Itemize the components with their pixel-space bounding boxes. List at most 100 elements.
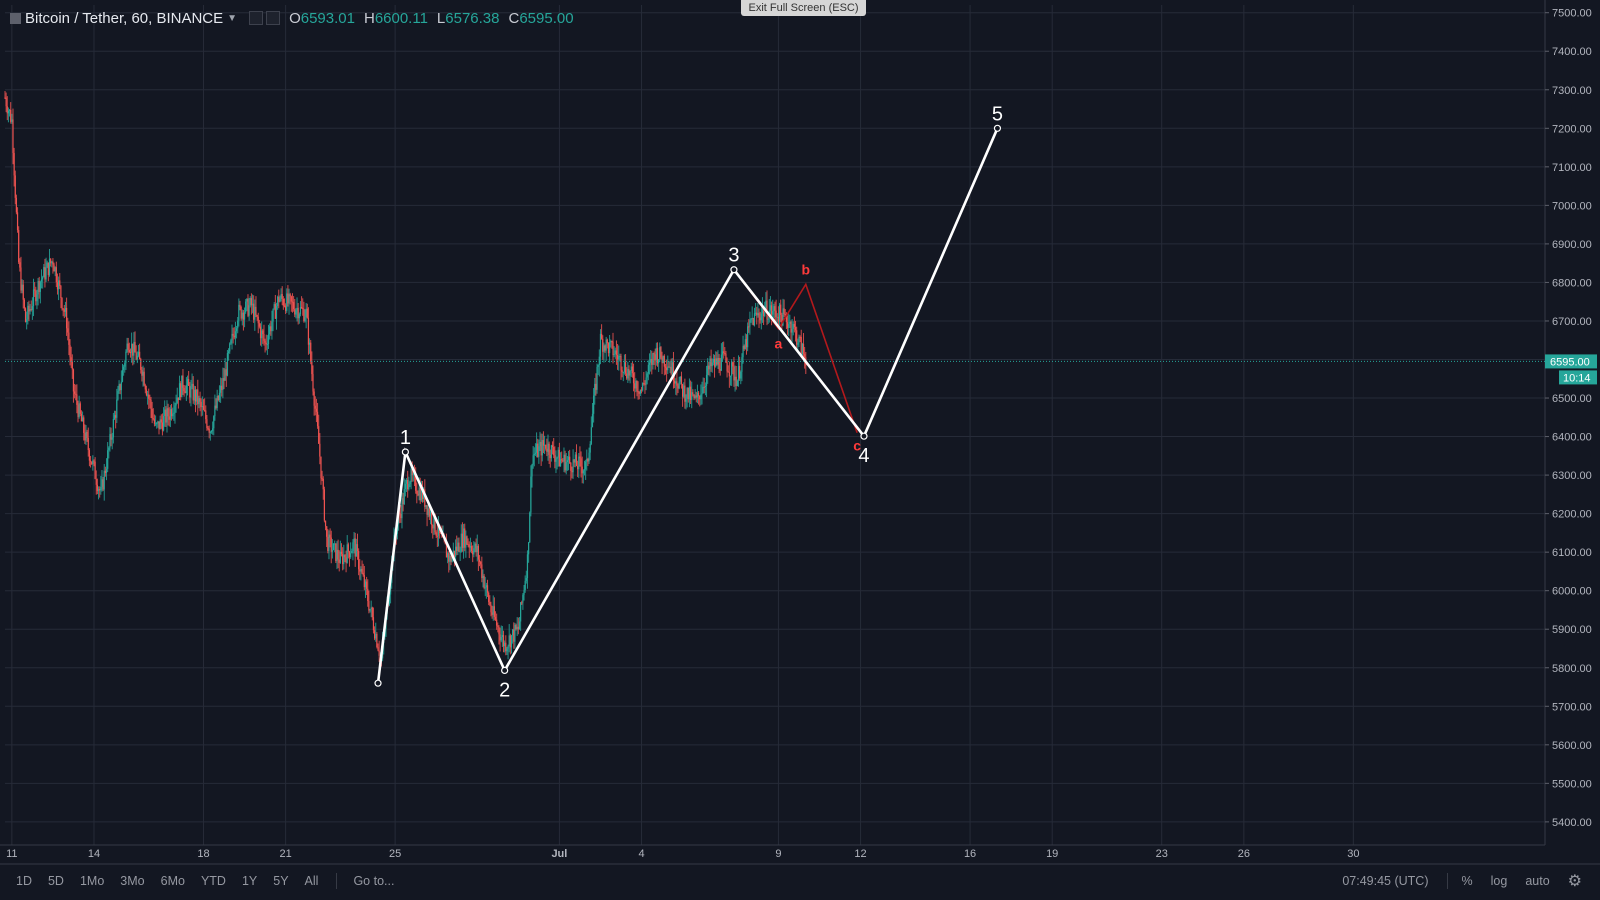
candle-body (457, 542, 459, 552)
candle-body (668, 366, 670, 368)
candle-body (415, 474, 417, 491)
candle-body (557, 449, 559, 458)
percent-toggle[interactable]: % (1461, 874, 1473, 888)
range-6mo[interactable]: 6Mo (160, 874, 185, 888)
range-all[interactable]: All (304, 874, 319, 888)
candle-body (555, 458, 557, 462)
candle-body (202, 406, 205, 410)
chevron-down-icon[interactable]: ▼ (227, 12, 238, 24)
range-1d[interactable]: 1D (16, 874, 32, 888)
candle-body (6, 106, 8, 114)
candle-body (472, 551, 474, 555)
candle-body (797, 343, 799, 345)
candle-body (103, 470, 105, 490)
candle-body (69, 344, 71, 358)
candle-body (565, 462, 567, 471)
candle-body (624, 362, 627, 374)
candle-body (50, 258, 52, 264)
candle-body (627, 368, 629, 379)
candle-body (388, 594, 391, 605)
goto-button[interactable]: Go to... (353, 874, 395, 888)
compare-icon[interactable] (249, 11, 264, 25)
close-value: 6595.00 (519, 9, 574, 27)
candle-body (715, 358, 717, 367)
range-5y[interactable]: 5Y (273, 874, 289, 888)
candle-body (478, 559, 481, 562)
candle-body (220, 385, 222, 393)
candle-body (513, 629, 515, 642)
candle-body (257, 316, 259, 324)
clock-time[interactable]: 07:49:45 (UTC) (1342, 874, 1429, 888)
candle-body (749, 320, 751, 327)
candle-body (80, 413, 83, 422)
candle-body (542, 440, 545, 446)
candle-body (261, 330, 263, 339)
range-5d[interactable]: 5D (47, 874, 64, 888)
candle-body (93, 460, 95, 462)
candle-body (182, 375, 184, 388)
candle-body (24, 308, 27, 322)
candle-body (30, 309, 32, 311)
wave-anchor-point (730, 266, 738, 274)
candle-body (256, 314, 258, 317)
candle-body (96, 484, 98, 491)
candle-body (703, 386, 705, 388)
candle-body (549, 454, 551, 459)
candle-body (556, 457, 558, 459)
log-toggle[interactable]: log (1490, 874, 1508, 888)
candle-body (619, 355, 621, 357)
candle-body (448, 553, 450, 562)
candle-body (772, 311, 774, 315)
candle-body (532, 455, 534, 465)
candle-body (242, 312, 245, 320)
candle-body (508, 635, 510, 647)
candle-body (632, 373, 635, 384)
range-1y[interactable]: 1Y (241, 874, 258, 888)
candle-body (626, 373, 628, 379)
candle-body (630, 366, 632, 372)
candle-body (339, 551, 341, 563)
candle-body (436, 535, 438, 537)
gear-icon[interactable]: ⚙ (1567, 873, 1582, 890)
range-ytd[interactable]: YTD (200, 874, 226, 888)
range-3mo[interactable]: 3Mo (120, 874, 145, 888)
candle-body (456, 546, 458, 552)
candle-body (765, 300, 767, 310)
symbol-title[interactable]: Bitcoin / Tether, 60, BINANCE (25, 9, 224, 27)
candle-body (767, 318, 769, 320)
candle-body (640, 389, 643, 391)
range-1mo[interactable]: 1Mo (79, 874, 105, 888)
candle-body (85, 431, 87, 441)
candle-body (62, 308, 64, 310)
candle-body (729, 375, 732, 377)
price-tick-label: 6500.00 (1552, 393, 1592, 405)
candle-body (347, 544, 349, 552)
auto-toggle[interactable]: auto (1525, 874, 1550, 888)
candle-body (614, 350, 616, 354)
candle-body (473, 548, 475, 555)
candle-body (490, 604, 492, 613)
candle-body (578, 456, 580, 470)
candle-body (346, 544, 348, 563)
candle-body (528, 542, 530, 555)
candle-body (353, 538, 355, 543)
exit-fullscreen-button[interactable]: Exit Full Screen (ESC) (741, 0, 866, 16)
candle-body (63, 309, 65, 312)
wave-label: 5 (992, 103, 1003, 125)
candle-body (159, 419, 161, 430)
candle-body (58, 280, 60, 290)
add-indicator-icon[interactable] (266, 11, 281, 25)
price-tick-label: 5400.00 (1552, 817, 1592, 829)
candle-body (143, 371, 145, 386)
candle-body (693, 394, 695, 399)
candle-body (16, 212, 19, 231)
candle-body (37, 281, 39, 295)
candle-body (781, 314, 783, 326)
price-tick-label: 6300.00 (1552, 470, 1592, 482)
candle-body (593, 395, 595, 414)
candle-body (502, 635, 505, 647)
candle-body (416, 490, 418, 494)
candle-body (664, 366, 667, 368)
candle-body (526, 554, 529, 579)
